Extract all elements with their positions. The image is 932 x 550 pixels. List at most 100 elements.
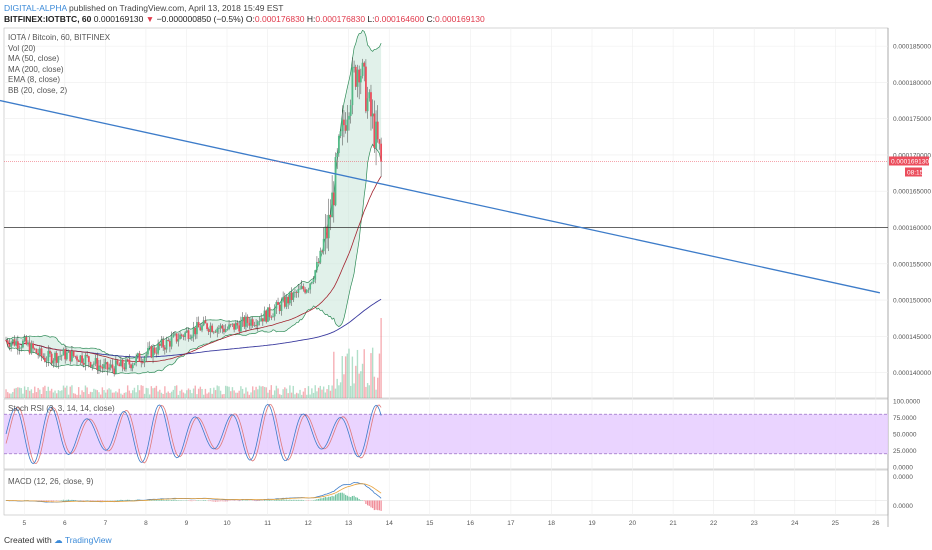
candle-body [270,316,273,318]
publish-info: DIGITAL-ALPHA published on TradingView.c… [4,3,283,13]
volume-bar [351,356,354,398]
macd-histogram-bar [64,500,66,501]
candle-body [363,62,366,67]
candle-body [246,316,249,323]
candle-body [35,348,38,353]
volume-bar [143,393,146,398]
volume-bar [108,388,110,398]
volume-bar [204,388,207,398]
candle-body [241,317,244,322]
macd-histogram-bar [350,497,352,501]
macd-histogram-bar [128,499,130,501]
candle-body [28,342,31,354]
volume-bar [243,393,245,398]
candle-body [351,67,354,106]
volume-bar [140,385,142,398]
candle-body [287,296,290,304]
candle-body [22,340,24,348]
volume-bar [20,388,22,398]
macd-histogram-bar [52,500,54,502]
macd-histogram-bar [66,499,68,501]
volume-bar [54,390,56,398]
candle-body [98,365,100,370]
candle-body [141,362,144,364]
volume-bar [257,389,259,398]
volume-bar [238,390,240,398]
x-tick-label: 15 [426,520,434,527]
candle-body [299,288,301,290]
volume-bar [132,390,134,398]
macd-label[interactable]: MACD (12, 26, close, 9) [8,477,94,486]
volume-bar [13,388,16,398]
candle-body [64,349,67,360]
candle-body [104,362,107,365]
volume-bar [297,393,300,398]
candle-body [135,356,138,363]
volume-bar [49,390,51,398]
legend-ma50[interactable]: MA (50, close) [8,54,60,64]
candle-body [376,121,379,140]
x-tick-label: 22 [710,520,718,527]
macd-histogram-bar [365,500,367,504]
macd-histogram-bar [321,498,323,501]
macd-histogram-bar [297,499,299,501]
candle-body [69,350,72,362]
volume-bar [380,318,382,398]
tradingview-brand[interactable]: TradingView [64,535,112,545]
volume-bar [233,390,235,398]
volume-bar [236,392,239,398]
volume-bar [289,385,291,398]
macd-histogram-bar [373,500,375,511]
candle-body [125,359,127,370]
macd-histogram-bar [328,496,330,501]
volume-bar [248,394,251,398]
y-tick-label: 0.000175000 [893,116,931,123]
macd-histogram-bar [169,500,171,501]
legend-vol[interactable]: Vol (20) [8,43,36,53]
candle-body [223,328,225,332]
stoch-rsi-label[interactable]: Stoch RSI (3, 3, 14, 14, close) [8,404,115,413]
legend-bb[interactable]: BB (20, close, 2) [8,85,68,95]
candle-body [322,238,325,252]
candle-body [140,361,143,363]
candle-body [231,323,234,325]
trendline [0,99,881,294]
author-link[interactable]: DIGITAL-ALPHA [4,3,67,13]
volume-bar [346,353,349,398]
candle-body [42,355,45,358]
x-tick-label: 13 [345,520,353,527]
volume-bar [206,393,208,398]
macd-histogram-bar [331,495,333,501]
macd-histogram-bar [302,500,304,501]
macd-histogram-bar [279,499,281,501]
candle-body [169,340,171,347]
volume-bar [197,388,200,398]
volume-bar [182,392,185,398]
volume-bar [7,392,9,398]
macd-histogram-bar [51,500,53,502]
candle-body [76,356,78,361]
candle-body [290,292,293,300]
macd-histogram-bar [292,499,294,501]
legend-ema[interactable]: EMA (8, close) [8,75,61,85]
legend-ma200[interactable]: MA (200, close) [8,64,64,74]
volume-bar [240,386,242,398]
candle-body [109,364,112,368]
macd-pane-frame [3,469,889,516]
x-tick-label: 24 [791,520,799,527]
candle-body [239,321,242,332]
x-tick-label: 16 [467,520,475,527]
candle-body [371,113,374,117]
volume-bar [216,385,218,398]
volume-bar [231,387,234,398]
candle-body [343,119,345,126]
main-pane-frame [3,27,889,399]
volume-bar [186,390,188,398]
volume-bar [211,393,213,398]
y-tick-label: 0.000160000 [893,225,931,232]
x-tick-label: 26 [872,520,880,527]
volume-bar [312,392,315,398]
candle-body [366,98,369,112]
volume-bar [375,389,377,398]
